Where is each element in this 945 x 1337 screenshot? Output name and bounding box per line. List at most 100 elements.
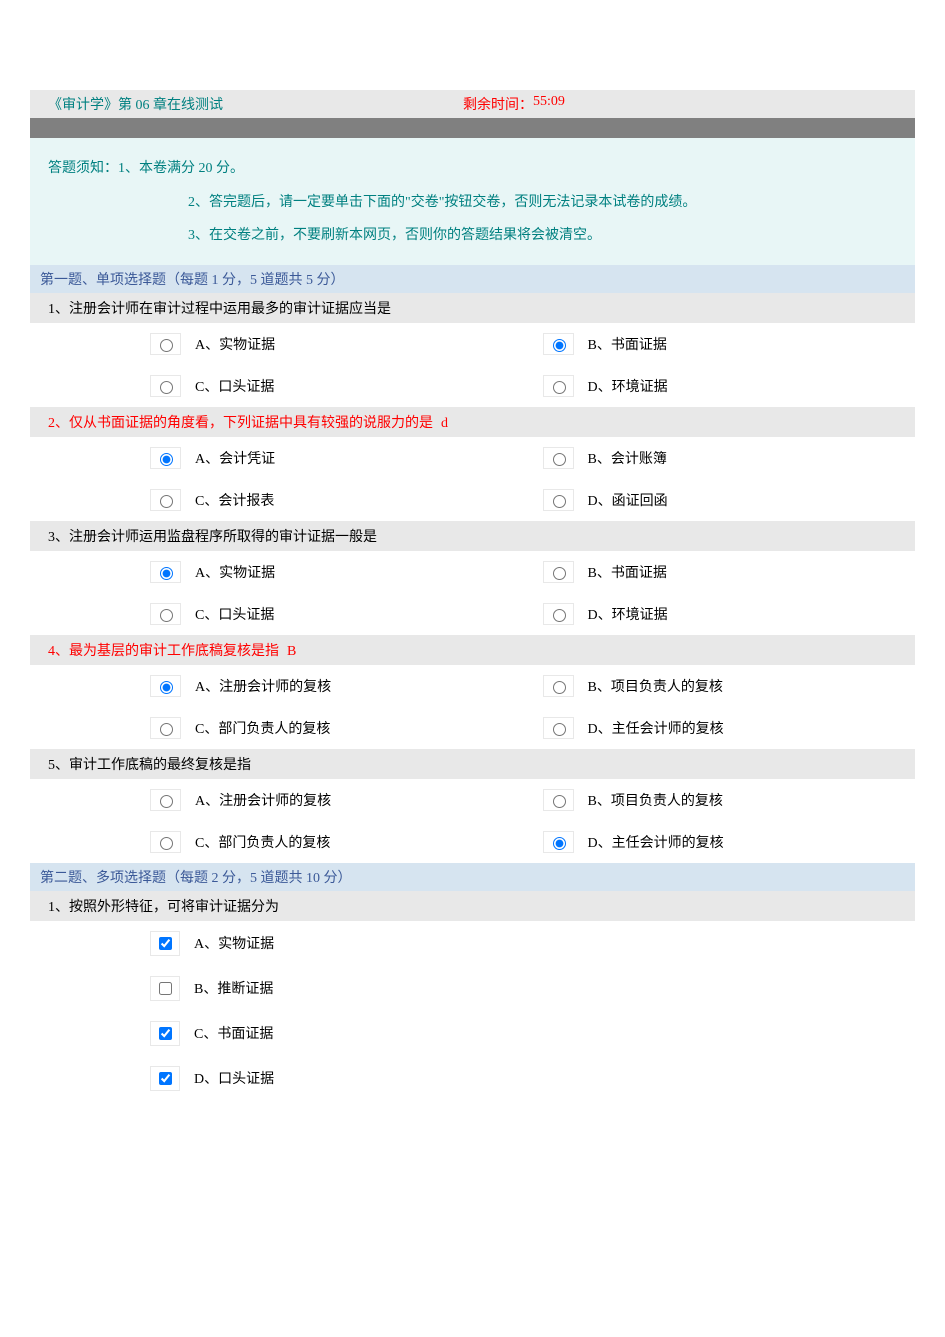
question-label: 3、注册会计师运用监盘程序所取得的审计证据一般是 <box>48 530 377 545</box>
option-label: A、实物证据 <box>195 562 275 582</box>
quiz-page: 《审计学》第 06 章在线测试 剩余时间： 55:09 答题须知：1、本卷满分 … <box>0 90 945 1101</box>
option-label: B、书面证据 <box>588 334 667 354</box>
option-radio-c[interactable] <box>160 723 173 736</box>
question-text: 3、注册会计师运用监盘程序所取得的审计证据一般是 <box>30 521 915 551</box>
radio-icon <box>543 489 574 511</box>
answer-hint: B <box>279 644 296 659</box>
option-radio-a[interactable] <box>160 681 173 694</box>
option-radio-c[interactable] <box>160 837 173 850</box>
question-label: 2、仅从书面证据的角度看，下列证据中具有较强的说服力的是 <box>48 416 433 431</box>
radio-icon <box>543 717 574 739</box>
options-row: A、实物证据 B、书面证据 <box>30 551 915 593</box>
option-cell: D、环境证据 <box>523 365 916 407</box>
multi-options-block: A、实物证据 B、推断证据 C、书面证据 D、口头证据 <box>30 921 915 1101</box>
option-label: B、项目负责人的复核 <box>588 790 723 810</box>
multi-option-row: B、推断证据 <box>30 966 915 1011</box>
option-radio-d[interactable] <box>553 381 566 394</box>
question-text: 5、审计工作底稿的最终复核是指 <box>30 749 915 779</box>
question-label: 5、审计工作底稿的最终复核是指 <box>48 758 251 773</box>
option-label: C、口头证据 <box>195 604 274 624</box>
option-checkbox[interactable] <box>159 1072 172 1085</box>
option-label: D、主任会计师的复核 <box>588 718 724 738</box>
option-radio-d[interactable] <box>553 609 566 622</box>
radio-icon <box>150 789 181 811</box>
option-label: C、口头证据 <box>195 376 274 396</box>
timer-value: 55:09 <box>533 94 565 114</box>
option-cell: D、主任会计师的复核 <box>523 821 916 863</box>
radio-icon <box>150 489 181 511</box>
instructions-panel: 答题须知：1、本卷满分 20 分。 2、答完题后，请一定要单击下面的"交卷"按钮… <box>30 138 915 265</box>
radio-icon <box>543 675 574 697</box>
option-cell: D、环境证据 <box>523 593 916 635</box>
radio-icon <box>150 831 181 853</box>
radio-icon <box>543 375 574 397</box>
multi-option-row: C、书面证据 <box>30 1011 915 1056</box>
radio-icon <box>150 375 181 397</box>
radio-icon <box>150 333 181 355</box>
option-label: A、实物证据 <box>195 334 275 354</box>
option-radio-a[interactable] <box>160 453 173 466</box>
question-text: 4、最为基层的审计工作底稿复核是指B <box>30 635 915 665</box>
option-label: B、推断证据 <box>194 978 273 998</box>
option-label: A、会计凭证 <box>195 448 275 468</box>
question-label: 1、注册会计师在审计过程中运用最多的审计证据应当是 <box>48 302 391 317</box>
option-label: B、会计账簿 <box>588 448 667 468</box>
option-label: D、环境证据 <box>588 376 668 396</box>
option-radio-a[interactable] <box>160 567 173 580</box>
multi-option-row: D、口头证据 <box>30 1056 915 1101</box>
option-radio-c[interactable] <box>160 495 173 508</box>
option-radio-d[interactable] <box>553 723 566 736</box>
section-1-header: 第一题、单项选择题（每题 1 分，5 道题共 5 分） <box>30 265 915 293</box>
option-label: D、口头证据 <box>194 1068 274 1088</box>
option-radio-b[interactable] <box>553 453 566 466</box>
radio-icon <box>543 333 574 355</box>
option-cell: A、会计凭证 <box>30 437 523 479</box>
instruction-line-2: 2、答完题后，请一定要单击下面的"交卷"按钮交卷，否则无法记录本试卷的成绩。 <box>48 186 897 220</box>
question-text: 1、按照外形特征，可将审计证据分为 <box>30 891 915 921</box>
question-text: 1、注册会计师在审计过程中运用最多的审计证据应当是 <box>30 293 915 323</box>
option-cell: C、会计报表 <box>30 479 523 521</box>
option-label: A、注册会计师的复核 <box>195 676 331 696</box>
option-radio-c[interactable] <box>160 609 173 622</box>
options-row: C、口头证据 D、环境证据 <box>30 365 915 407</box>
instruction-line-3: 3、在交卷之前，不要刷新本网页，否则你的答题结果将会被清空。 <box>48 219 897 253</box>
section-2-header: 第二题、多项选择题（每题 2 分，5 道题共 10 分） <box>30 863 915 891</box>
option-radio-a[interactable] <box>160 339 173 352</box>
option-cell: B、书面证据 <box>523 323 916 365</box>
checkbox-icon <box>150 1066 180 1091</box>
radio-icon <box>150 603 181 625</box>
option-label: B、项目负责人的复核 <box>588 676 723 696</box>
option-label: C、部门负责人的复核 <box>195 832 330 852</box>
option-checkbox[interactable] <box>159 982 172 995</box>
option-cell: B、会计账簿 <box>523 437 916 479</box>
option-cell: B、项目负责人的复核 <box>523 779 916 821</box>
option-radio-b[interactable] <box>553 339 566 352</box>
radio-icon <box>150 675 181 697</box>
radio-icon <box>150 561 181 583</box>
option-label: A、注册会计师的复核 <box>195 790 331 810</box>
option-label: C、书面证据 <box>194 1023 273 1043</box>
option-cell: D、函证回函 <box>523 479 916 521</box>
option-radio-d[interactable] <box>553 837 566 850</box>
option-label: A、实物证据 <box>194 933 274 953</box>
option-checkbox[interactable] <box>159 937 172 950</box>
option-radio-c[interactable] <box>160 381 173 394</box>
option-label: C、部门负责人的复核 <box>195 718 330 738</box>
option-radio-b[interactable] <box>553 795 566 808</box>
radio-icon <box>150 717 181 739</box>
options-row: C、部门负责人的复核 D、主任会计师的复核 <box>30 821 915 863</box>
options-row: A、注册会计师的复核 B、项目负责人的复核 <box>30 665 915 707</box>
option-cell: A、注册会计师的复核 <box>30 665 523 707</box>
option-cell: A、注册会计师的复核 <box>30 779 523 821</box>
radio-icon <box>543 603 574 625</box>
option-label: B、书面证据 <box>588 562 667 582</box>
option-cell: C、部门负责人的复核 <box>30 821 523 863</box>
option-radio-b[interactable] <box>553 681 566 694</box>
option-radio-a[interactable] <box>160 795 173 808</box>
option-radio-b[interactable] <box>553 567 566 580</box>
options-row: C、口头证据 D、环境证据 <box>30 593 915 635</box>
option-radio-d[interactable] <box>553 495 566 508</box>
decorative-bar <box>30 118 915 138</box>
option-checkbox[interactable] <box>159 1027 172 1040</box>
option-label: D、环境证据 <box>588 604 668 624</box>
